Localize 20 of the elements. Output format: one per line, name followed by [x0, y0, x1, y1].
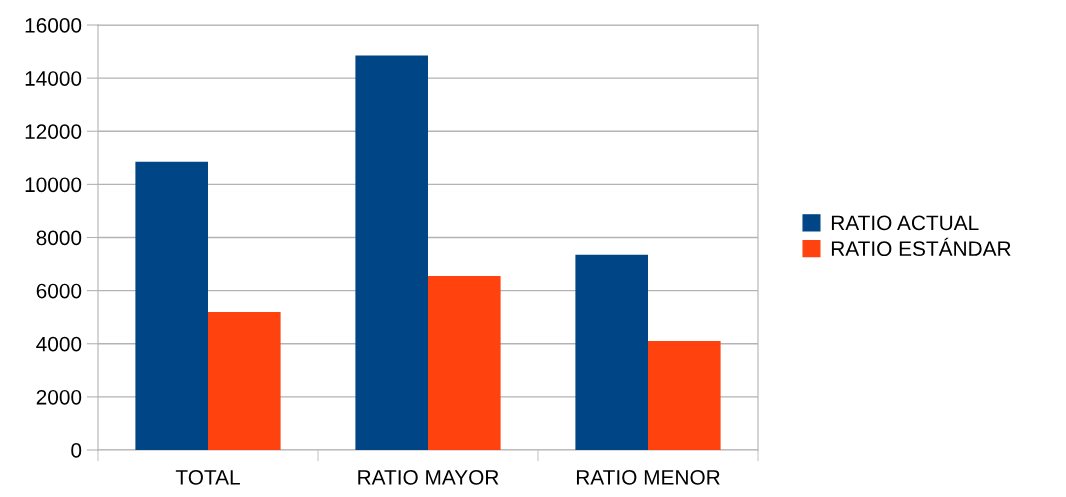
bar: [575, 254, 648, 450]
y-tick-label: 6000: [36, 283, 82, 299]
x-tick-label: RATIO MENOR: [576, 469, 720, 485]
bar: [648, 341, 721, 450]
legend-label: RATIO ACTUAL: [831, 215, 979, 231]
y-tick-label: 0: [71, 443, 82, 458]
y-tick-label: 12000: [25, 124, 82, 139]
x-tick-label: TOTAL: [175, 469, 240, 485]
bar: [428, 276, 501, 450]
x-tick-label: RATIO MAYOR: [358, 469, 499, 485]
bar: [208, 311, 281, 450]
bar: [135, 161, 208, 450]
y-tick-label: 16000: [25, 18, 82, 33]
y-tick-label: 10000: [25, 177, 82, 193]
y-tick-label: 14000: [25, 71, 82, 86]
bar: [355, 55, 428, 450]
y-tick-label: 4000: [36, 336, 82, 352]
y-tick-label: 2000: [36, 389, 82, 405]
legend-label: RATIO ESTÁNDAR: [831, 237, 1011, 257]
y-tick-label: 8000: [36, 230, 82, 246]
